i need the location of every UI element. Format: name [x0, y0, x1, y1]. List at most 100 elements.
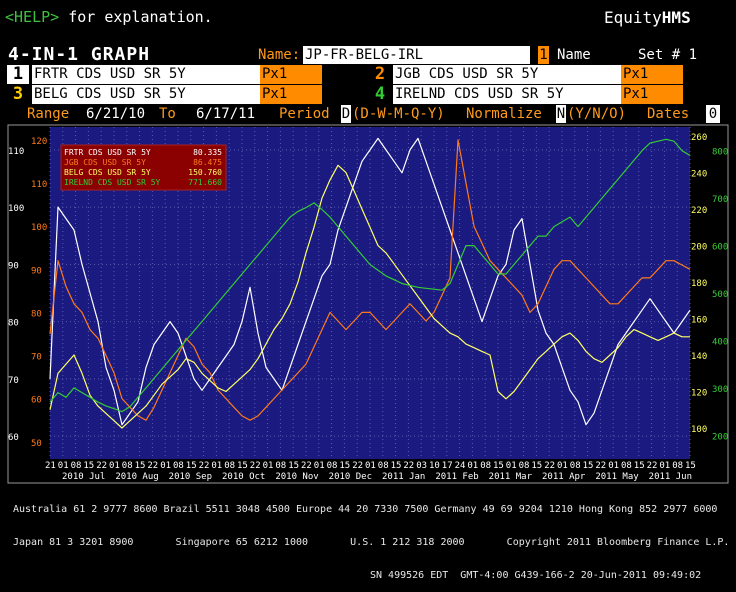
axis-tick-label-frtr: 110: [8, 147, 24, 157]
series-line-jgb: [49, 139, 691, 421]
axis-tick-label-irl: 300: [712, 385, 728, 395]
help-link[interactable]: <HELP>: [5, 8, 60, 26]
security-1-px[interactable]: Px1: [260, 65, 322, 84]
x-tick-label: 08: [621, 461, 632, 471]
name-num-field[interactable]: 1: [538, 46, 549, 64]
x-month-label: 2010 Nov: [275, 472, 318, 482]
series-line-frtr: [49, 137, 691, 426]
legend-label: JGB CDS USD SR 5Y: [64, 158, 146, 167]
range-from-field[interactable]: 6/21/10: [86, 106, 146, 122]
axis-tick-label-frtr: 80: [8, 319, 19, 329]
x-tick-label: 08: [224, 461, 235, 471]
x-tick-label: 15: [237, 461, 248, 471]
x-tick-label: 15: [583, 461, 594, 471]
x-tick-label: 17: [442, 461, 453, 471]
security-3-px[interactable]: Px1: [260, 85, 322, 104]
legend-value: 771.660: [188, 178, 222, 187]
legend-label: BELG CDS USD SR 5Y: [64, 168, 151, 177]
dates-field[interactable]: 0: [706, 105, 720, 123]
legend-box: [60, 144, 227, 191]
x-tick-label: 01: [506, 461, 517, 471]
brand-hms: HMS: [661, 8, 691, 27]
axis-tick-label-belg: 240: [691, 170, 707, 180]
x-tick-label: 01: [659, 461, 670, 471]
axis-tick-label-jgb: 60: [31, 396, 42, 406]
x-tick-label: 01: [160, 461, 171, 471]
footer: Australia 61 2 9777 8600 Brazil 5511 304…: [13, 482, 729, 592]
x-month-label: 2011 Apr: [542, 472, 586, 482]
x-tick-label: 22: [403, 461, 414, 471]
x-axis: 21 01 08 15 22 01 08 15 22 01 08 15 22 01 08 15 22 01 08 15…: [45, 461, 696, 482]
brand: EquityHMS: [604, 8, 691, 27]
name-word: Name: [557, 47, 591, 63]
axis-tick-label-irl: 400: [712, 337, 728, 347]
axis-tick-label-jgb: 50: [31, 439, 42, 449]
axis-tick-label-belg: 100: [691, 425, 707, 435]
security-2-name[interactable]: JGB CDS USD SR 5Y: [393, 65, 621, 84]
security-2-px[interactable]: Px1: [621, 65, 683, 84]
x-tick-label: 22: [147, 461, 158, 471]
x-tick-label: 22: [199, 461, 210, 471]
x-tick-label: 22: [96, 461, 107, 471]
dates-label: Dates: [647, 106, 690, 122]
set-label: Set # 1: [638, 47, 698, 63]
x-tick-label: 15: [531, 461, 542, 471]
security-2-num: 2: [374, 64, 386, 84]
security-1-name[interactable]: FRTR CDS USD SR 5Y: [32, 65, 260, 84]
chart: 6070809010011050607080901001101201001201…: [7, 124, 729, 484]
x-tick-label: 15: [186, 461, 197, 471]
axis-tick-label-jgb: 100: [31, 223, 47, 233]
x-tick-label: 22: [301, 461, 312, 471]
axis-tick-label-frtr: 60: [8, 433, 19, 443]
security-4-name[interactable]: IRELND CDS USD SR 5Y: [393, 85, 621, 104]
security-4-px[interactable]: Px1: [621, 85, 683, 104]
normalize-field[interactable]: N: [556, 105, 566, 123]
legend-label: FRTR CDS USD SR 5Y: [64, 148, 151, 157]
x-tick-label: 01: [109, 461, 120, 471]
axis-tick-label-belg: 180: [691, 279, 707, 289]
normalize-options: (Y/N/O): [567, 106, 627, 122]
axis-tick-label-belg: 140: [691, 352, 707, 362]
x-tick-label: 24: [455, 461, 466, 471]
x-tick-label: 15: [634, 461, 645, 471]
x-month-label: 2011 Jun: [649, 472, 692, 482]
legend-label: IRELND CDS USD SR 5Y: [64, 178, 161, 187]
range-to-field[interactable]: 6/17/11: [196, 106, 256, 122]
x-tick-label: 15: [339, 461, 350, 471]
axis-tick-label-frtr: 70: [8, 376, 19, 386]
x-tick-label: 01: [314, 461, 325, 471]
x-tick-label: 22: [595, 461, 606, 471]
security-3-name[interactable]: BELG CDS USD SR 5Y: [32, 85, 260, 104]
axis-tick-label-irl: 200: [712, 432, 728, 442]
axis-tick-label-irl: 800: [712, 148, 728, 158]
axis-tick-label-belg: 260: [691, 133, 707, 143]
series-line-belg: [49, 164, 690, 429]
name-label: Name:: [258, 47, 301, 63]
period-field[interactable]: D: [341, 105, 351, 123]
x-month-label: 2011 Mar: [489, 472, 533, 482]
x-tick-label: 15: [391, 461, 402, 471]
x-tick-label: 15: [685, 461, 696, 471]
axis-tick-label-belg: 220: [691, 206, 707, 216]
help-line: <HELP> for explanation.: [5, 8, 213, 26]
x-tick-label: 22: [352, 461, 363, 471]
x-tick-label: 01: [557, 461, 568, 471]
x-tick-label: 15: [493, 461, 504, 471]
x-tick-label: 08: [71, 461, 82, 471]
x-month-label: 2010 Sep: [169, 472, 212, 482]
axis-tick-label-frtr: 90: [8, 261, 19, 271]
brand-equity: Equity: [604, 8, 662, 27]
series-group: [49, 137, 691, 429]
name-field[interactable]: JP-FR-BELG-IRL: [303, 46, 530, 64]
axis-tick-label-irl: 600: [712, 243, 728, 253]
page-title: 4-IN-1 GRAPH: [8, 44, 151, 65]
to-label: To: [159, 106, 176, 122]
axis-tick-label-belg: 120: [691, 389, 707, 399]
legend-value: 150.760: [188, 168, 222, 177]
security-1-num: 1: [7, 65, 29, 84]
x-month-label: 2011 May: [595, 472, 639, 482]
x-tick-label: 08: [519, 461, 530, 471]
grid: [49, 127, 691, 459]
x-tick-label: 15: [288, 461, 299, 471]
axis-tick-label-jgb: 70: [31, 353, 42, 363]
